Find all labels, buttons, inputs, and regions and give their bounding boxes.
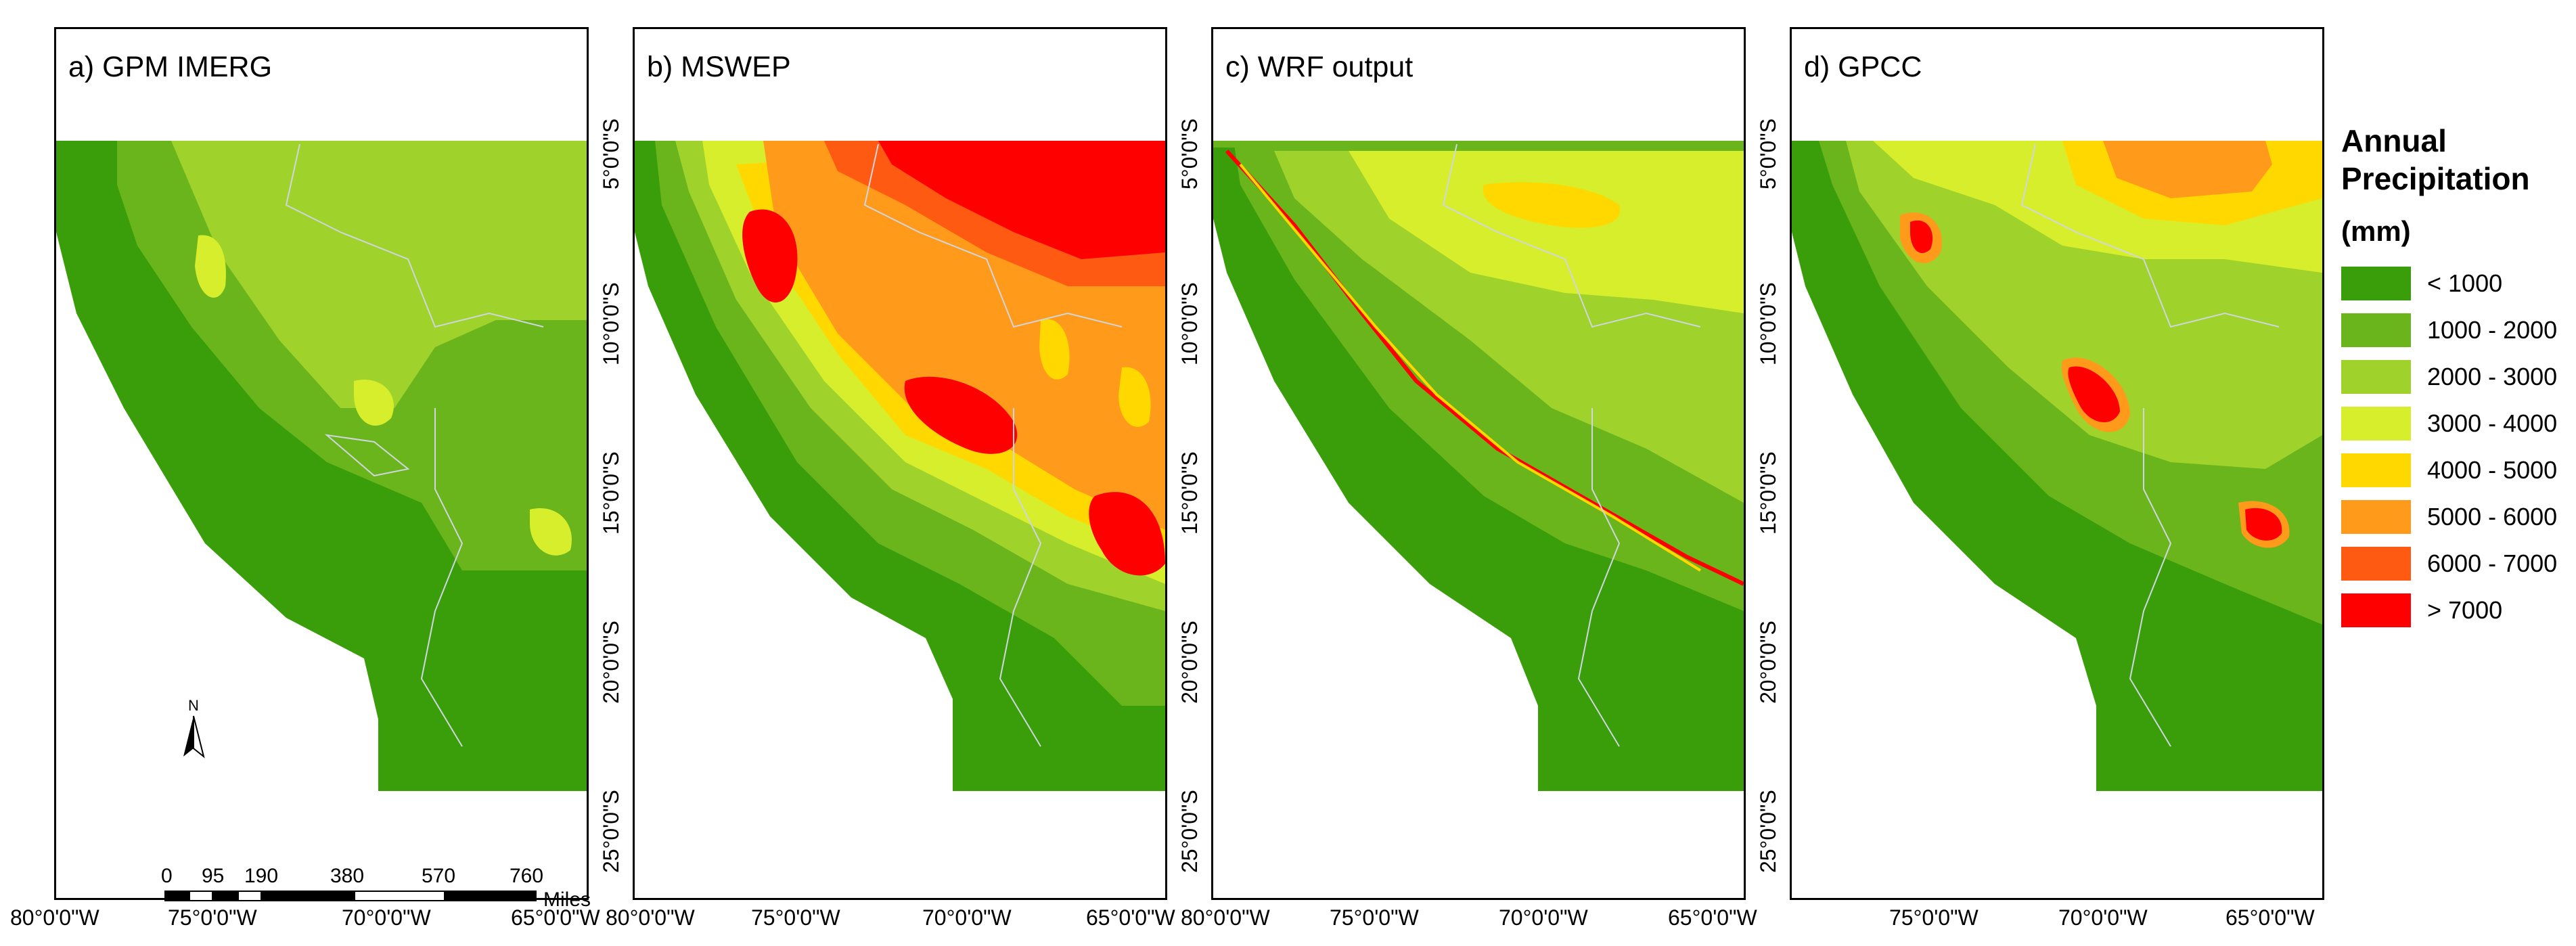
legend-item: 3000 - 4000 [2341, 400, 2571, 447]
lon-tick-label: 80°0'0"W [10, 905, 99, 930]
lat-tick-label: 20°0'0"S [599, 621, 623, 704]
lon-tick-label: 75°0'0"W [168, 905, 257, 930]
lon-tick-label: 80°0'0"W [1181, 905, 1270, 930]
lat-tick-label: 15°0'0"S [599, 451, 623, 535]
legend-item: > 7000 [2341, 587, 2571, 633]
panel-mswep: b) MSWEP [633, 27, 1167, 900]
panel-title: c) WRF output [1225, 51, 1414, 83]
lat-tick-label: 25°0'0"S [1177, 790, 1202, 873]
legend-label: 2000 - 3000 [2427, 362, 2558, 390]
legend-swatch [2341, 453, 2411, 487]
north-arrow-icon: N [183, 697, 205, 759]
legend-label: 1000 - 2000 [2427, 315, 2558, 344]
precip-map-mswep [635, 141, 1165, 791]
lat-tick-label: 15°0'0"S [1177, 451, 1202, 535]
precip-map-wrf [1213, 141, 1744, 791]
panel-title: b) MSWEP [647, 51, 791, 83]
lat-tick-label: 5°0'0"S [1756, 118, 1780, 189]
lon-tick-label: 65°0'0"W [511, 905, 600, 930]
legend-swatch [2341, 406, 2411, 441]
lon-tick-label: 70°0'0"W [922, 905, 1012, 930]
scale-label: 570 [422, 865, 456, 887]
legend-item: 4000 - 5000 [2341, 447, 2571, 493]
lat-tick-label: 10°0'0"S [1756, 282, 1780, 365]
legend-title: Annual Precipitation [2341, 123, 2530, 196]
panel-title: a) GPM IMERG [68, 51, 273, 83]
scale-label: 190 [244, 865, 279, 887]
legend-swatch [2341, 499, 2411, 534]
legend-label: 4000 - 5000 [2427, 455, 2558, 484]
legend-label: 5000 - 6000 [2427, 502, 2558, 531]
legend-label: 6000 - 7000 [2427, 549, 2558, 577]
lon-tick-label: 75°0'0"W [751, 905, 840, 930]
lat-tick-label: 10°0'0"S [1177, 282, 1202, 365]
scale-label: 760 [510, 865, 544, 887]
lat-tick-label: 20°0'0"S [1177, 621, 1202, 704]
lat-tick-label: 25°0'0"S [1756, 790, 1780, 873]
legend-swatch [2341, 359, 2411, 394]
lat-tick-label: 25°0'0"S [599, 790, 623, 873]
lat-tick-label: 5°0'0"S [599, 118, 623, 189]
precip-map-gpm [56, 141, 587, 791]
precip-map-gpcc [1792, 141, 2322, 791]
legend-item: 6000 - 7000 [2341, 540, 2571, 587]
lat-tick-label: 20°0'0"S [1756, 621, 1780, 704]
scale-label: 95 [202, 865, 225, 887]
lon-tick-label: 80°0'0"W [606, 905, 695, 930]
lon-tick-label: 75°0'0"W [1330, 905, 1419, 930]
lon-tick-label: 65°0'0"W [1086, 905, 1175, 930]
panel-gpm-imerg: a) GPM IMERG N 0 95 190 380 570 760 Mile… [54, 27, 591, 911]
legend-item: 2000 - 3000 [2341, 353, 2571, 400]
lon-tick-label: 70°0'0"W [2058, 905, 2148, 930]
legend-label: > 7000 [2427, 595, 2503, 624]
legend-item: < 1000 [2341, 260, 2571, 307]
panel-wrf-output: c) WRF output [1211, 27, 1746, 900]
lon-tick-label: 75°0'0"W [1889, 905, 1979, 930]
lon-tick-label: 65°0'0"W [2225, 905, 2315, 930]
legend-label: 3000 - 4000 [2427, 409, 2558, 437]
legend-unit: (mm) [2341, 215, 2411, 247]
scale-bar: 0 95 190 380 570 760 Miles [161, 865, 591, 912]
scale-label: 380 [330, 865, 365, 887]
svg-text:N: N [188, 697, 199, 714]
lat-tick-label: 15°0'0"S [1756, 451, 1780, 535]
lon-tick-label: 65°0'0"W [1668, 905, 1757, 930]
lat-tick-label: 10°0'0"S [599, 282, 623, 365]
legend-swatch [2341, 546, 2411, 581]
legend-label: < 1000 [2427, 269, 2503, 297]
panel-gpcc: d) GPCC [1790, 27, 2324, 900]
lon-tick-label: 70°0'0"W [342, 905, 431, 930]
legend-swatch [2341, 593, 2411, 627]
panel-title: d) GPCC [1804, 51, 1922, 83]
legend: Annual Precipitation (mm) < 1000 1000 - 2… [2341, 122, 2571, 633]
scale-label: 0 [161, 865, 173, 887]
legend-swatch [2341, 313, 2411, 347]
lat-tick-label: 5°0'0"S [1177, 118, 1202, 189]
legend-item: 5000 - 6000 [2341, 493, 2571, 540]
scale-unit: Miles [543, 888, 591, 911]
lon-tick-label: 70°0'0"W [1499, 905, 1588, 930]
legend-swatch [2341, 266, 2411, 300]
legend-item: 1000 - 2000 [2341, 307, 2571, 353]
